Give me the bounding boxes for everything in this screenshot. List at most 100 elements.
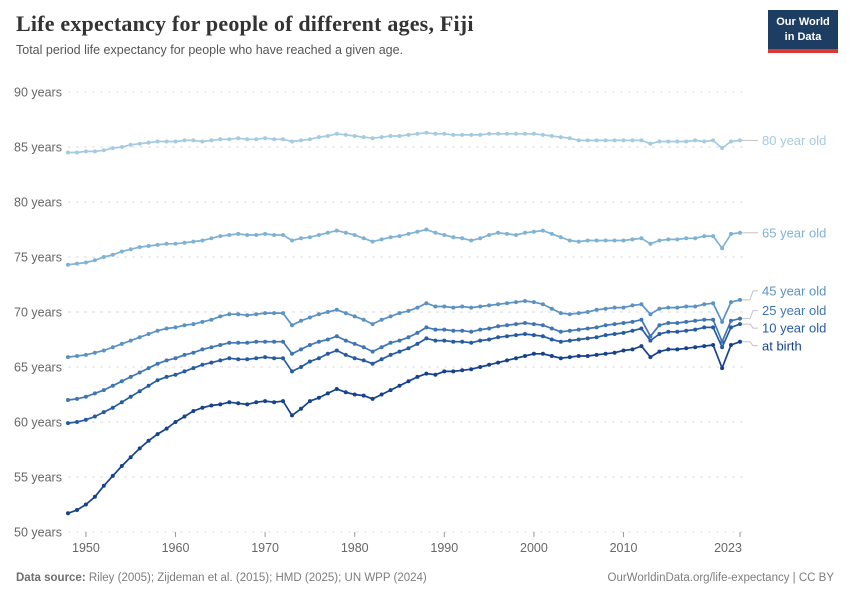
- series-line-65-year-old[interactable]: [67, 228, 741, 266]
- data-point: [720, 146, 725, 151]
- data-point: [146, 383, 151, 388]
- data-point: [505, 358, 509, 363]
- data-point: [119, 145, 124, 149]
- data-point: [738, 297, 742, 302]
- data-point: [585, 138, 590, 143]
- data-point: [693, 236, 698, 241]
- data-point: [66, 511, 70, 516]
- data-point: [415, 330, 420, 335]
- data-point: [531, 333, 536, 338]
- data-point: [702, 317, 707, 322]
- series-line-25-year-old[interactable]: [67, 317, 741, 401]
- data-point: [137, 389, 142, 394]
- data-point: [693, 138, 698, 143]
- data-point: [460, 328, 465, 333]
- series-80-year-old[interactable]: [66, 130, 742, 155]
- data-point: [514, 333, 518, 338]
- data-point: [325, 351, 330, 356]
- data-point: [254, 312, 259, 317]
- data-point: [675, 237, 680, 242]
- data-point: [128, 374, 133, 379]
- data-point: [361, 393, 366, 398]
- data-point: [191, 239, 196, 244]
- data-point: [191, 322, 196, 327]
- series-label-45-year-old[interactable]: 45 year old: [762, 283, 826, 298]
- data-point: [263, 399, 268, 404]
- data-point: [531, 351, 536, 356]
- series-label-25-year-old[interactable]: 25 year old: [762, 303, 826, 318]
- data-point: [155, 242, 160, 247]
- data-point: [729, 325, 733, 330]
- data-point: [101, 483, 106, 488]
- data-point: [657, 238, 662, 243]
- data-point: [657, 349, 662, 354]
- series-label-at-birth[interactable]: at birth: [762, 338, 802, 353]
- series-line-45-year-old[interactable]: [67, 299, 741, 358]
- data-point: [442, 131, 447, 136]
- data-point: [352, 233, 357, 237]
- data-point: [245, 402, 250, 407]
- data-point: [92, 391, 97, 396]
- data-point: [110, 146, 115, 151]
- data-point: [137, 370, 142, 375]
- data-point: [729, 343, 733, 347]
- data-point: [666, 321, 671, 325]
- data-point: [576, 239, 581, 244]
- series-at-birth[interactable]: [66, 339, 742, 516]
- data-point: [92, 414, 97, 419]
- data-point: [576, 138, 581, 143]
- data-point: [558, 356, 563, 361]
- series-label-80-year-old[interactable]: 80 year old: [762, 133, 826, 148]
- data-point: [137, 245, 142, 250]
- data-point: [729, 300, 733, 305]
- series-65-year-old[interactable]: [66, 227, 742, 267]
- data-point: [469, 367, 474, 372]
- data-point: [675, 305, 680, 310]
- series-line-10-year-old[interactable]: [67, 323, 741, 424]
- data-point: [128, 394, 133, 399]
- series-label-10-year-old[interactable]: 10 year old: [762, 321, 826, 336]
- data-point: [675, 139, 680, 144]
- data-point: [200, 405, 205, 410]
- series-line-at-birth[interactable]: [67, 340, 741, 515]
- data-point: [164, 241, 169, 246]
- data-point: [146, 244, 151, 248]
- data-point: [110, 473, 115, 478]
- series-label-65-year-old[interactable]: 65 year old: [762, 225, 826, 240]
- data-point: [379, 392, 384, 397]
- data-point: [639, 344, 644, 349]
- data-point: [307, 399, 312, 404]
- series-line-80-year-old[interactable]: [68, 131, 741, 154]
- data-point: [738, 339, 742, 344]
- data-point: [585, 336, 590, 341]
- data-point: [738, 322, 742, 327]
- data-point: [729, 139, 733, 144]
- data-point: [254, 356, 259, 361]
- data-point: [460, 132, 465, 137]
- data-point: [496, 324, 501, 329]
- series-45-year-old[interactable]: [66, 297, 742, 360]
- data-point: [75, 508, 79, 512]
- data-point: [720, 366, 725, 371]
- data-point: [290, 369, 294, 374]
- data-point: [630, 328, 635, 333]
- data-point: [182, 240, 187, 245]
- data-point: [370, 239, 375, 244]
- data-point: [406, 231, 411, 236]
- owid-logo[interactable]: Our World in Data: [768, 10, 838, 53]
- series-25-year-old[interactable]: [66, 316, 742, 402]
- data-point: [101, 388, 106, 393]
- data-point: [496, 302, 501, 307]
- data-point: [209, 345, 214, 350]
- label-connector-at-birth: [742, 341, 758, 347]
- data-source-label: Data source:: [16, 572, 86, 584]
- data-point: [693, 345, 698, 350]
- data-point: [83, 352, 88, 357]
- footer-link[interactable]: OurWorldinData.org/life-expectancy | CC …: [607, 572, 834, 584]
- data-point: [281, 339, 285, 344]
- data-point: [66, 150, 70, 155]
- data-point: [451, 328, 456, 333]
- series-10-year-old[interactable]: [66, 322, 742, 426]
- data-point: [630, 347, 635, 352]
- data-point: [245, 313, 250, 318]
